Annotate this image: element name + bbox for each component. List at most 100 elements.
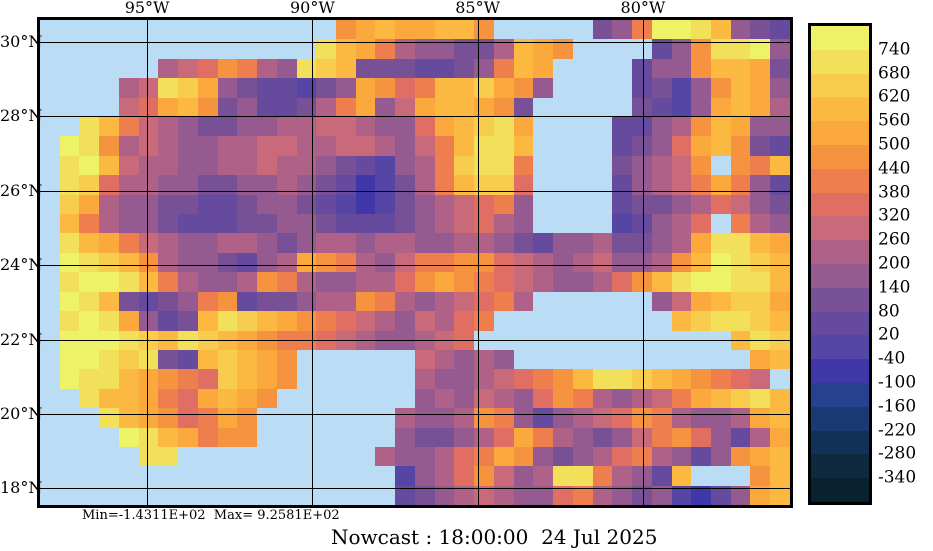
field-cell: [750, 427, 771, 447]
colorbar-tick-label: -100: [878, 372, 917, 393]
field-cell: [99, 311, 119, 331]
land-cell: [612, 311, 633, 331]
land-cell: [276, 427, 297, 447]
field-cell: [276, 272, 297, 292]
field-cell: [572, 233, 593, 253]
field-cell: [414, 485, 435, 506]
land-cell: [533, 194, 554, 215]
field-cell: [770, 39, 790, 59]
field-cell: [99, 194, 119, 215]
field-cell: [474, 272, 494, 292]
y-tick-label: 24°N: [0, 255, 43, 275]
field-cell: [257, 136, 277, 156]
field-cell: [592, 272, 613, 292]
field-cell: [138, 427, 159, 447]
field-cell: [118, 117, 139, 137]
field-cell: [414, 136, 435, 156]
land-cell: [79, 427, 100, 447]
field-cell: [691, 175, 711, 195]
land-cell: [99, 427, 119, 447]
field-cell: [414, 252, 435, 273]
field-cell: [257, 155, 277, 176]
land-cell: [40, 39, 60, 59]
land-cell: [237, 446, 258, 467]
field-cell: [237, 388, 258, 409]
land-cell: [533, 311, 554, 331]
land-cell: [592, 291, 613, 312]
field-cell: [138, 214, 159, 234]
field-cell: [632, 117, 652, 137]
field-cell: [237, 311, 258, 331]
field-cell: [730, 311, 751, 331]
field-cell: [237, 233, 258, 253]
field-cell: [454, 349, 475, 370]
field-cell: [276, 349, 297, 370]
field-cell: [158, 291, 179, 312]
field-cell: [474, 466, 494, 486]
field-cell: [395, 117, 415, 137]
land-cell: [276, 39, 297, 59]
field-cell: [632, 427, 652, 447]
field-cell: [572, 388, 593, 409]
field-cell: [118, 214, 139, 234]
land-cell: [336, 466, 356, 486]
field-cell: [434, 427, 455, 447]
land-cell: [59, 97, 80, 118]
field-cell: [612, 272, 633, 292]
land-cell: [40, 272, 60, 292]
field-cell: [493, 466, 514, 486]
land-cell: [79, 408, 100, 428]
field-cell: [710, 194, 731, 215]
field-cell: [750, 388, 771, 409]
field-cell: [395, 97, 415, 118]
land-cell: [592, 194, 613, 215]
field-cell: [414, 466, 435, 486]
field-cell: [651, 175, 672, 195]
field-cell: [474, 233, 494, 253]
field-cell: [671, 39, 692, 59]
field-cell: [217, 58, 238, 79]
field-cell: [671, 369, 692, 389]
land-cell: [730, 466, 751, 486]
field-cell: [454, 175, 475, 195]
field-cell: [355, 214, 376, 234]
field-cell: [553, 427, 573, 447]
field-cell: [99, 291, 119, 312]
field-cell: [316, 97, 337, 118]
field-cell: [770, 349, 790, 370]
land-cell: [572, 214, 593, 234]
heatmap-row: [40, 58, 790, 79]
land-cell: [217, 446, 238, 467]
field-cell: [375, 20, 396, 40]
land-cell: [40, 369, 60, 389]
field-cell: [671, 427, 692, 447]
field-cell: [217, 427, 238, 447]
field-cell: [612, 408, 633, 428]
field-cell: [158, 408, 179, 428]
field-cell: [138, 272, 159, 292]
field-cell: [375, 117, 396, 137]
field-cell: [178, 97, 198, 118]
field-cell: [217, 117, 238, 137]
land-cell: [533, 117, 554, 137]
field-cell: [178, 136, 198, 156]
field-cell: [434, 175, 455, 195]
field-cell: [730, 97, 751, 118]
field-cell: [59, 291, 80, 312]
land-cell: [40, 233, 60, 253]
y-tick-label: 22°N: [0, 329, 43, 349]
field-cell: [770, 136, 790, 156]
field-cell: [99, 388, 119, 409]
field-cell: [79, 311, 100, 331]
field-cell: [612, 155, 633, 176]
field-cell: [691, 39, 711, 59]
field-cell: [474, 58, 494, 79]
heatmap-row: [40, 485, 790, 506]
field-cell: [691, 20, 711, 40]
land-cell: [533, 349, 554, 370]
land-cell: [296, 20, 317, 40]
field-cell: [197, 194, 218, 215]
field-cell: [276, 233, 297, 253]
field-cell: [750, 446, 771, 467]
field-cell: [434, 349, 455, 370]
